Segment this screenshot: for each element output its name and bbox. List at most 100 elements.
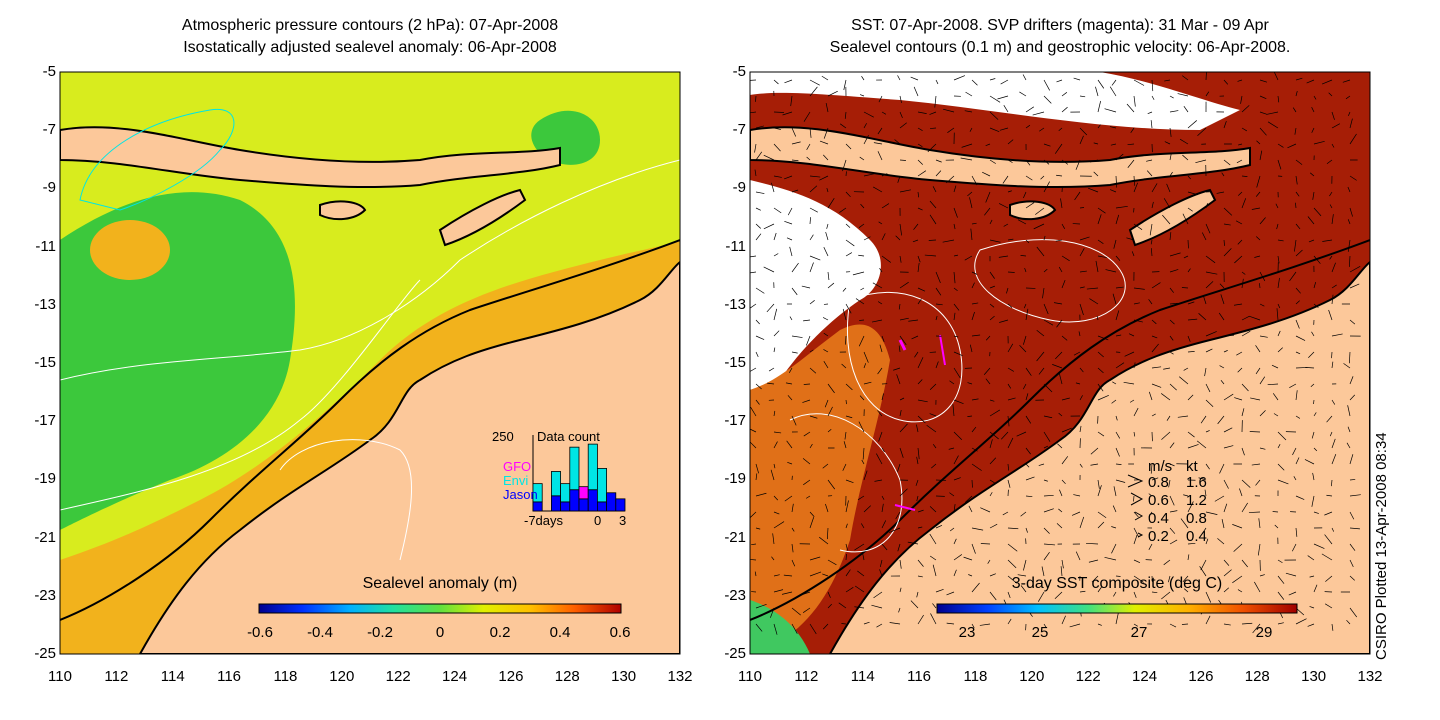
velocity-vector [791,127,797,137]
left-longitude-tick: 118 [273,668,298,685]
velocity-vector [949,380,955,385]
velocity-vector [917,575,923,578]
velocity-vector [845,335,847,345]
velocity-vector [1232,575,1243,584]
velocity-vector [827,90,838,97]
velocity-vector [1161,393,1171,401]
velocity-vector [1007,397,1016,401]
velocity-vector [964,495,973,503]
sst-white-cloud-north [750,72,1240,130]
velocity-vector [917,526,923,529]
velocity-vector [1277,347,1283,353]
velocity-vector [989,492,993,497]
velocity-vector [1259,574,1265,577]
velocity-vector [897,175,901,183]
velocity-vector [755,287,765,294]
velocity-vector [983,367,991,375]
velocity-vector [881,233,886,241]
velocity-vector [803,319,811,322]
velocity-vector [1061,559,1064,569]
velocity-vector [1109,126,1117,129]
velocity-vector [916,456,919,465]
velocity-vector [871,319,883,323]
velocity-vector [1182,575,1189,583]
velocity-vector [989,573,996,577]
velocity-vector [1097,79,1105,89]
velocity-vector [877,367,883,375]
velocity-vector [1343,363,1351,369]
velocity-vector [809,127,812,138]
velocity-vector [750,79,757,81]
velocity-vector [1295,90,1298,97]
velocity-vector [929,383,937,390]
drifter-track-3 [894,504,916,511]
velocity-vector [980,543,991,545]
velocity-vector [770,607,775,618]
velocity-vector [1295,159,1303,165]
velocity-vector [881,255,892,263]
velocity-vector [784,220,793,225]
velocity-vector [1164,141,1171,145]
velocity-vector [881,111,887,115]
velocity-vector [953,303,960,311]
velocity-vector [1056,319,1063,328]
velocity-vector [980,507,991,513]
velocity-vector [826,187,829,193]
velocity-vector [788,367,793,373]
velocity-vector [998,203,1009,209]
velocity-vector [1043,508,1054,513]
velocity-vector [1232,524,1243,529]
velocity-vector [773,623,778,635]
inset-ymax-label: 250 [492,429,514,444]
velocity-vector [1151,413,1156,417]
velocity-vector [881,520,887,529]
velocity-vector [1223,503,1228,513]
velocity-vector [1183,255,1189,259]
velocity-vector [755,383,762,390]
velocity-vector [863,111,874,118]
velocity-vector [949,527,955,532]
velocity-vector [1036,329,1045,337]
velocity-vector [1273,413,1279,417]
velocity-vector [791,189,799,193]
velocity-vector [791,415,797,426]
velocity-vector [754,571,757,577]
velocity-vector [1277,463,1285,471]
velocity-vector [1025,393,1029,401]
right-longitude-tick: 122 [1075,668,1101,685]
velocity-vector [773,574,780,577]
right-latitude-tick: -21 [724,528,746,546]
velocity-vector [1311,431,1315,439]
velocity-vector [1058,372,1063,385]
velocity-vector [1313,95,1317,100]
velocity-vector [987,559,991,564]
velocity-vector [809,300,815,305]
velocity-vector [809,234,814,241]
velocity-vector [968,574,973,577]
left-longitude-tick: 112 [104,668,129,685]
velocity-vector [1259,95,1267,100]
velocity-vector [969,344,973,353]
velocity-vector [791,351,798,354]
right-australia-land [828,260,1370,654]
velocity-vector [913,86,919,97]
velocity-vector [1168,479,1171,488]
velocity-vector [989,523,998,529]
velocity-vector [1097,100,1101,113]
velocity-vector [998,255,1009,258]
velocity-vector [1349,454,1354,465]
velocity-vector [1241,175,1248,177]
velocity-vector [1349,207,1353,217]
velocity-vector [1187,542,1196,545]
velocity-vector [953,335,959,338]
velocity-vector [879,267,883,273]
velocity-vector [1183,105,1189,113]
left-latitude-tick: -15 [34,354,56,371]
velocity-vector [755,223,761,229]
sst-colorbar [936,603,1298,614]
velocity-vector [1331,262,1336,273]
velocity-vector [1113,591,1117,597]
velocity-vector [881,173,888,177]
velocity-vector [1043,479,1048,482]
velocity-vector [889,622,901,625]
